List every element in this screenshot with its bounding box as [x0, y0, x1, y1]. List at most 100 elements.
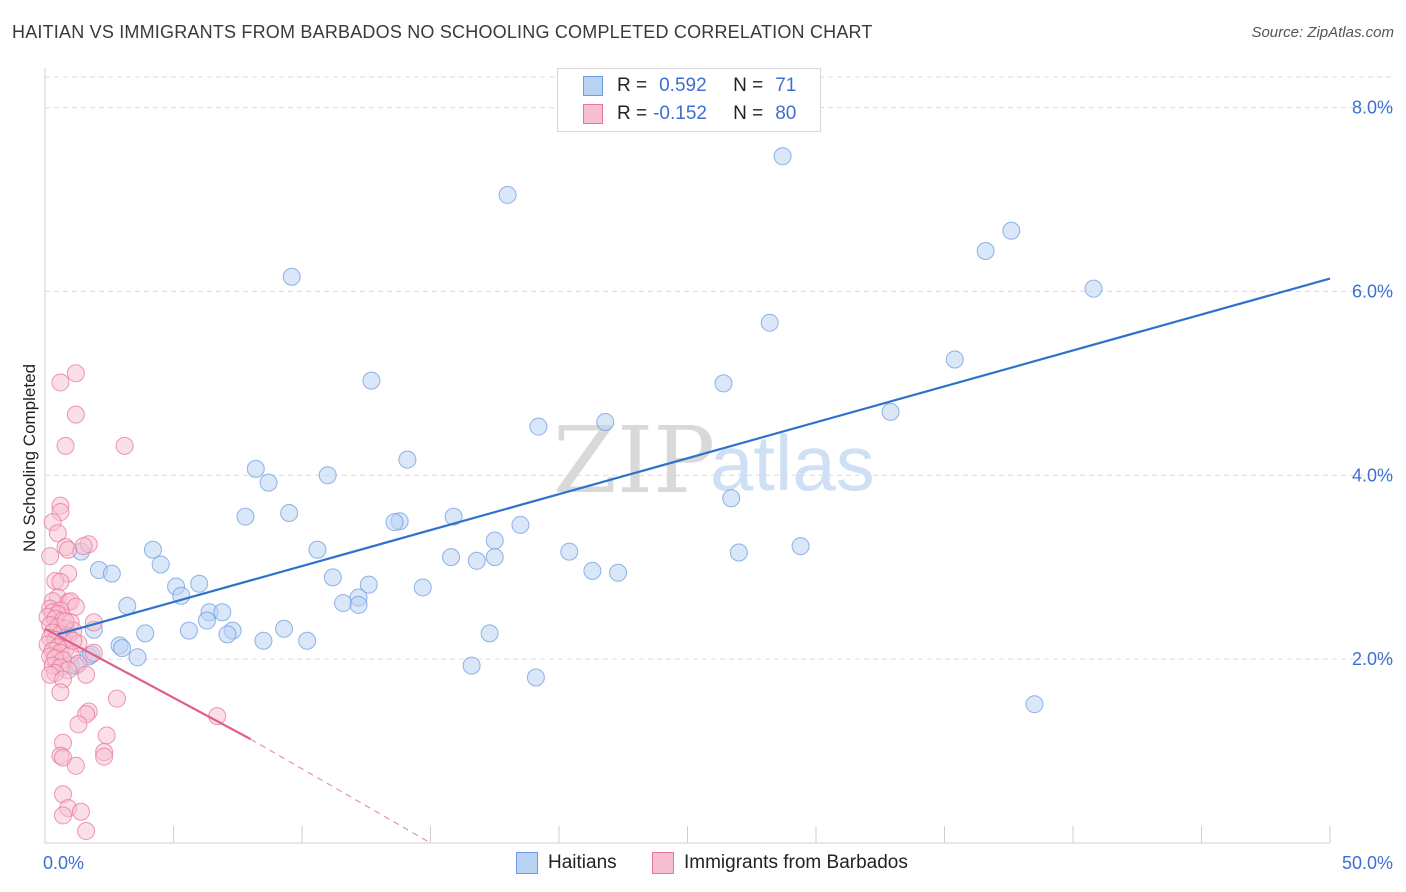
data-point-haitians — [280, 503, 299, 522]
y-tick-label: 8.0% — [1352, 98, 1393, 118]
stats-legend: R = 0.592 N = 71 R = -0.152 N = 80 — [557, 68, 821, 132]
data-point-barbados — [56, 436, 75, 455]
data-point-haitians — [213, 603, 232, 622]
data-point-haitians — [881, 402, 900, 421]
legend-label-haitians: Haitians — [548, 852, 617, 873]
data-point-haitians — [102, 564, 121, 583]
legend-row-barbados: R = -0.152 N = 80 — [583, 100, 796, 128]
data-point-barbados — [66, 597, 85, 616]
data-point-barbados — [95, 747, 114, 766]
data-point-haitians — [197, 611, 216, 630]
data-point-barbados — [115, 436, 134, 455]
data-point-haitians — [1084, 279, 1103, 298]
y-tick-label: 2.0% — [1352, 649, 1393, 669]
data-point-haitians — [773, 147, 792, 166]
trend-line-barbados-extension — [250, 738, 431, 844]
data-point-haitians — [609, 563, 628, 582]
data-point-barbados — [51, 683, 70, 702]
legend-item-barbados[interactable]: Immigrants from Barbados — [652, 852, 908, 874]
data-point-barbados — [66, 756, 85, 775]
trend-lines — [44, 277, 1331, 844]
x-tick-label: 0.0% — [43, 853, 84, 873]
data-point-barbados — [107, 689, 126, 708]
axes — [44, 68, 1331, 844]
series-legend: Haitians Immigrants from Barbados — [0, 850, 1406, 880]
data-point-haitians — [385, 513, 404, 532]
data-point-haitians — [729, 543, 748, 562]
data-point-haitians — [714, 374, 733, 393]
data-point-haitians — [359, 575, 378, 594]
data-point-haitians — [480, 624, 499, 643]
data-point-haitians — [462, 656, 481, 675]
data-point-haitians — [976, 241, 995, 260]
data-point-haitians — [151, 555, 170, 574]
legend-n-label: N = — [733, 103, 764, 124]
data-point-barbados — [74, 537, 93, 556]
legend-item-haitians[interactable]: Haitians — [516, 852, 617, 874]
data-point-barbados — [41, 547, 60, 566]
data-point-haitians — [246, 459, 265, 478]
data-point-haitians — [113, 639, 132, 658]
data-point-barbados — [66, 405, 85, 424]
data-point-haitians — [560, 542, 579, 561]
data-point-haitians — [190, 574, 209, 593]
data-point-haitians — [136, 624, 155, 643]
data-point-haitians — [596, 412, 615, 431]
data-point-haitians — [362, 371, 381, 390]
data-point-haitians — [282, 267, 301, 286]
data-point-barbados — [66, 364, 85, 383]
tick-labels: 2.0% 4.0% 6.0% 8.0% 0.0% 50.0% — [43, 98, 1393, 873]
trend-line-barbados — [44, 627, 252, 741]
legend-swatch-haitians — [516, 852, 538, 874]
data-point-haitians — [323, 568, 342, 587]
x-tick-label: 50.0% — [1342, 853, 1393, 873]
y-tick-label: 6.0% — [1352, 281, 1393, 301]
data-point-haitians — [275, 619, 294, 638]
data-point-haitians — [254, 631, 273, 650]
chart-source: Source: ZipAtlas.com — [1251, 24, 1394, 41]
data-point-barbados — [71, 802, 90, 821]
data-point-haitians — [583, 561, 602, 580]
data-point-barbados — [97, 726, 116, 745]
legend-r-label: R = — [617, 103, 648, 124]
data-point-barbados — [51, 572, 70, 591]
data-point-barbados — [59, 540, 78, 559]
data-point-haitians — [334, 594, 353, 613]
legend-swatch-haitians — [583, 76, 603, 96]
data-point-haitians — [511, 515, 530, 534]
data-point-haitians — [308, 540, 327, 559]
legend-n-value: 80 — [775, 103, 797, 124]
data-point-haitians — [118, 596, 137, 615]
y-tick-label: 4.0% — [1352, 465, 1393, 485]
data-point-haitians — [485, 531, 504, 550]
data-point-barbados — [77, 822, 96, 841]
data-point-haitians — [485, 548, 504, 567]
legend-r-label: R = — [617, 75, 648, 96]
data-point-haitians — [791, 537, 810, 556]
legend-label-barbados: Immigrants from Barbados — [684, 852, 908, 873]
data-point-haitians — [128, 648, 147, 667]
data-point-haitians — [529, 417, 548, 436]
data-point-haitians — [760, 313, 779, 332]
data-point-barbados — [53, 806, 72, 825]
data-point-haitians — [444, 507, 463, 526]
data-point-barbados — [53, 748, 72, 767]
trend-line-haitians — [57, 277, 1331, 636]
data-point-haitians — [498, 185, 517, 204]
legend-r-value: -0.152 — [653, 103, 707, 124]
data-point-haitians — [442, 548, 461, 567]
data-point-haitians — [218, 625, 237, 644]
y-axis-label: No Schooling Completed — [20, 364, 39, 552]
watermark-zip: ZIP — [553, 407, 715, 514]
legend-r-value: 0.592 — [659, 75, 707, 96]
data-point-haitians — [179, 621, 198, 640]
legend-n-label: N = — [733, 75, 764, 96]
data-point-barbados — [77, 665, 96, 684]
legend-swatch-barbados — [583, 104, 603, 124]
watermark: ZIP atlas — [553, 407, 875, 514]
data-point-haitians — [398, 450, 417, 469]
data-point-barbados — [51, 373, 70, 392]
legend-swatch-barbados — [652, 852, 674, 874]
chart-title: HAITIAN VS IMMIGRANTS FROM BARBADOS NO S… — [12, 22, 873, 42]
